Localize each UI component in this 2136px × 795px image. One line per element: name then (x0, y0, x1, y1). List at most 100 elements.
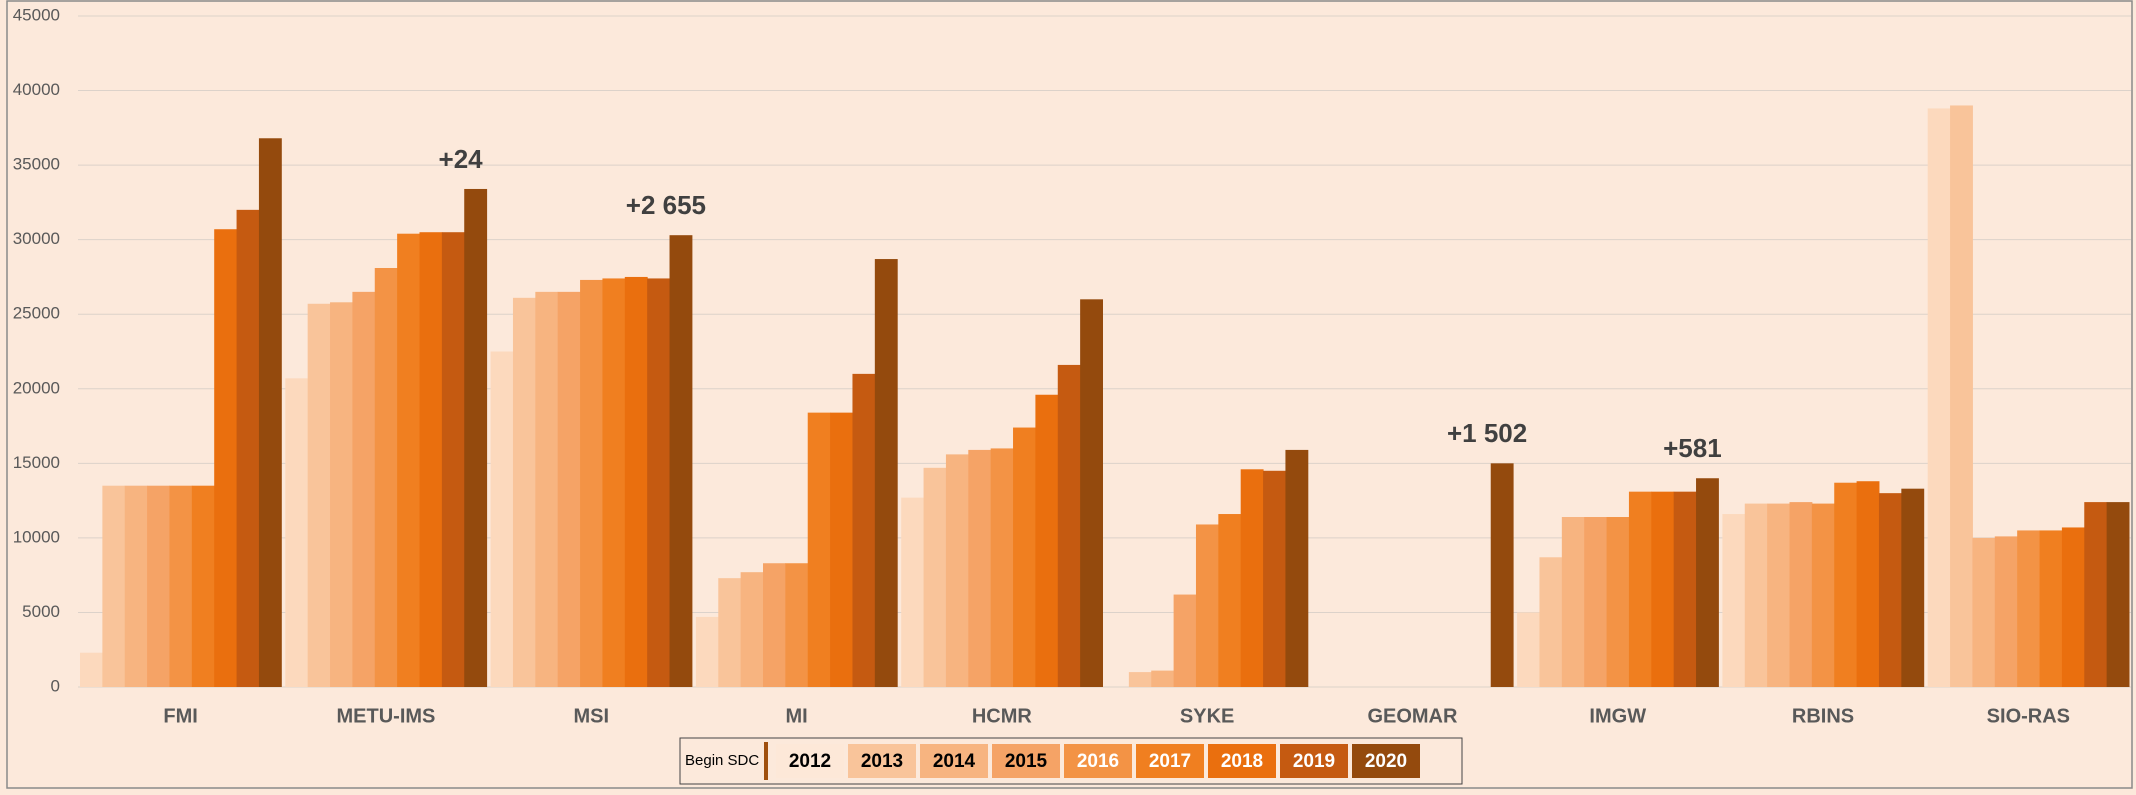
bar (2039, 530, 2063, 687)
bar (785, 563, 809, 687)
bar (1901, 488, 1925, 687)
bar (2084, 502, 2108, 687)
bar (1173, 594, 1197, 687)
bar (1490, 463, 1514, 687)
bar (1878, 493, 1902, 687)
bar (624, 276, 648, 687)
legend-swatch (920, 744, 988, 778)
bar (1651, 491, 1675, 687)
bar (214, 229, 238, 687)
bar (330, 302, 353, 687)
bar (2017, 530, 2041, 687)
bar (535, 291, 559, 687)
legend-label: 2013 (861, 751, 903, 772)
x-tick-label: GEOMAR (1367, 705, 1458, 727)
y-tick-label: 30000 (13, 229, 60, 248)
bar (874, 259, 898, 687)
bar (1696, 478, 1719, 687)
bar (285, 378, 309, 687)
y-tick-label: 35000 (13, 155, 60, 174)
y-tick-label: 10000 (13, 527, 60, 546)
bar (602, 278, 626, 687)
legend-swatch (1136, 744, 1204, 778)
legend-swatch (1280, 744, 1348, 778)
bar (740, 572, 764, 687)
bar (512, 297, 536, 687)
bar (1151, 670, 1175, 687)
x-tick-label: SIO-RAS (1987, 705, 2070, 727)
bar (1218, 514, 1242, 687)
legend-label: Begin SDC (685, 752, 759, 769)
bar (490, 351, 514, 687)
bar (923, 467, 947, 687)
bar (1080, 299, 1103, 687)
y-tick-label: 40000 (13, 80, 60, 99)
bar (464, 188, 488, 688)
bar (191, 485, 215, 687)
bar (695, 616, 719, 687)
bar (557, 291, 581, 687)
bar (807, 412, 831, 687)
bar (307, 303, 331, 687)
x-tick-label: FMI (163, 705, 197, 727)
bar (1767, 503, 1790, 687)
bar (258, 138, 282, 687)
x-tick-label: MSI (573, 705, 609, 727)
bar (352, 291, 376, 687)
bar (124, 485, 148, 687)
bar (1950, 105, 1973, 687)
bar (669, 235, 693, 687)
legend-marker (764, 742, 768, 780)
x-tick-label: RBINS (1792, 705, 1854, 727)
bar (901, 497, 925, 687)
x-tick-label: HCMR (972, 705, 1033, 727)
bar (647, 278, 671, 687)
bar (1628, 491, 1652, 687)
bar (419, 232, 443, 687)
bar (580, 279, 603, 687)
x-tick-label: MI (785, 705, 807, 727)
bar (1517, 612, 1540, 687)
y-tick-label: 25000 (13, 304, 60, 323)
legend-label: 2017 (1149, 751, 1191, 772)
legend-swatch (1208, 744, 1276, 778)
bar (1606, 517, 1630, 687)
bar (80, 652, 103, 687)
legend-label: 2012 (789, 751, 831, 772)
bar (763, 563, 786, 687)
bar (1285, 449, 1309, 687)
legend-label: 2015 (1005, 751, 1048, 772)
bar (1539, 557, 1563, 687)
annotation: +24 (439, 144, 484, 174)
bar (1240, 469, 1264, 687)
bar (102, 485, 126, 687)
legend-label: 2016 (1077, 751, 1119, 772)
y-tick-label: 0 (51, 676, 60, 695)
legend-label: 2014 (933, 751, 976, 772)
bar (147, 485, 170, 687)
x-tick-label: IMGW (1589, 705, 1646, 727)
bar (2061, 527, 2085, 687)
bar (1673, 491, 1697, 687)
bar (830, 412, 853, 687)
bar (397, 233, 420, 688)
legend-label: 2020 (1365, 751, 1407, 772)
legend-swatch (992, 744, 1060, 778)
bar (990, 448, 1014, 687)
bar (1972, 537, 1996, 687)
legend-swatch (1352, 744, 1420, 778)
bar (2106, 502, 2130, 687)
annotation: +581 (1663, 433, 1722, 463)
bar (1263, 470, 1286, 687)
bar (1834, 482, 1858, 687)
y-tick-label: 15000 (13, 453, 60, 472)
legend-swatch (848, 744, 916, 778)
bar (1744, 503, 1768, 687)
bar (1789, 502, 1813, 687)
bar (718, 578, 742, 687)
bar (945, 454, 969, 687)
bar (968, 449, 992, 687)
legend-label: 2018 (1221, 751, 1263, 772)
bar (1927, 108, 1951, 687)
